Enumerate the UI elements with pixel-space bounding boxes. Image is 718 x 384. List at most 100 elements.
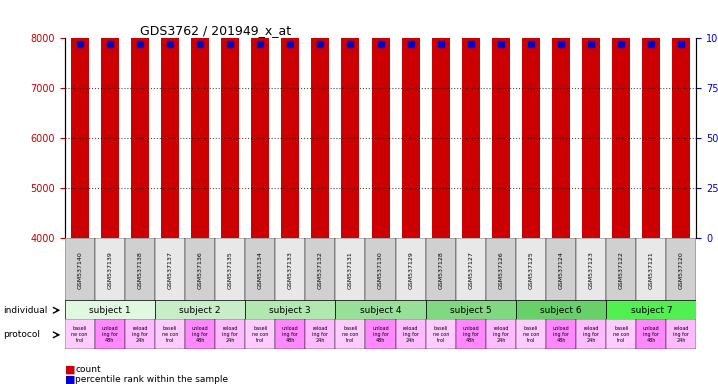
- Bar: [221, 122, 239, 238]
- Text: unload
ing for
48h: unload ing for 48h: [462, 326, 479, 343]
- Bar: [185, 319, 215, 349]
- Text: reload
ing for
24h: reload ing for 24h: [493, 326, 509, 343]
- Bar: [185, 238, 215, 301]
- Bar: [516, 238, 546, 301]
- Bar: [125, 238, 155, 301]
- Bar: [335, 238, 365, 301]
- Bar: [191, 0, 209, 238]
- Text: subject 6: subject 6: [540, 306, 582, 314]
- Bar: [486, 238, 516, 301]
- Text: GSM537135: GSM537135: [228, 251, 233, 289]
- Bar: [426, 319, 456, 349]
- Text: GSM537133: GSM537133: [288, 251, 293, 289]
- Text: GSM537124: GSM537124: [559, 251, 564, 289]
- Text: GSM537120: GSM537120: [679, 251, 684, 289]
- Bar: [335, 319, 365, 349]
- Bar: [606, 300, 696, 321]
- Text: reload
ing for
24h: reload ing for 24h: [222, 326, 238, 343]
- Text: unload
ing for
48h: unload ing for 48h: [643, 326, 660, 343]
- Bar: [305, 319, 335, 349]
- Text: unload
ing for
48h: unload ing for 48h: [372, 326, 389, 343]
- Text: GSM537128: GSM537128: [438, 251, 443, 289]
- Bar: [335, 300, 426, 321]
- Bar: [401, 172, 419, 238]
- Bar: [281, 0, 299, 238]
- Text: subject 4: subject 4: [360, 306, 401, 314]
- Bar: [70, 129, 89, 238]
- Text: GSM537125: GSM537125: [528, 251, 533, 289]
- Text: unload
ing for
48h: unload ing for 48h: [553, 326, 569, 343]
- Bar: [492, 127, 510, 238]
- Text: baseli
ne con
trol: baseli ne con trol: [162, 326, 178, 343]
- Text: subject 5: subject 5: [450, 306, 492, 314]
- Text: baseli
ne con
trol: baseli ne con trol: [342, 326, 358, 343]
- Bar: [131, 0, 149, 238]
- Text: baseli
ne con
trol: baseli ne con trol: [523, 326, 539, 343]
- Text: GSM537130: GSM537130: [378, 251, 383, 289]
- Text: GSM537140: GSM537140: [77, 251, 82, 289]
- Bar: [342, 152, 360, 238]
- Bar: [95, 238, 125, 301]
- Bar: [612, 94, 630, 238]
- Bar: [522, 143, 540, 238]
- Bar: [131, 112, 149, 238]
- Bar: [275, 238, 305, 301]
- Bar: [251, 128, 269, 238]
- Bar: [251, 0, 269, 238]
- Bar: [245, 319, 275, 349]
- Bar: [396, 319, 426, 349]
- Text: GSM537139: GSM537139: [107, 251, 112, 289]
- Bar: [191, 114, 209, 238]
- Text: GSM537122: GSM537122: [619, 251, 624, 289]
- Text: GSM537121: GSM537121: [649, 251, 654, 289]
- Bar: [462, 0, 480, 238]
- Bar: [546, 238, 576, 301]
- Text: GSM537129: GSM537129: [408, 251, 413, 289]
- Bar: [672, 0, 691, 238]
- Text: GSM537131: GSM537131: [348, 251, 353, 289]
- Bar: [643, 128, 661, 238]
- Text: subject 3: subject 3: [269, 306, 311, 314]
- Text: baseli
ne con
trol: baseli ne con trol: [613, 326, 630, 343]
- Bar: [161, 124, 179, 238]
- Bar: [582, 0, 600, 238]
- Bar: [516, 319, 546, 349]
- Bar: [65, 238, 95, 301]
- Bar: [576, 319, 606, 349]
- Bar: [371, 174, 390, 238]
- Bar: [462, 152, 480, 238]
- Bar: [606, 238, 636, 301]
- Bar: [305, 238, 335, 301]
- Bar: [312, 128, 330, 238]
- Bar: [522, 0, 540, 238]
- Text: individual: individual: [4, 306, 48, 315]
- Text: reload
ing for
24h: reload ing for 24h: [673, 326, 689, 343]
- Bar: [516, 300, 606, 321]
- Bar: [636, 319, 666, 349]
- Text: baseli
ne con
trol: baseli ne con trol: [72, 326, 88, 343]
- Text: reload
ing for
24h: reload ing for 24h: [403, 326, 419, 343]
- Text: percentile rank within the sample: percentile rank within the sample: [75, 375, 228, 384]
- Bar: [486, 319, 516, 349]
- Bar: [70, 0, 89, 238]
- Bar: [552, 150, 570, 238]
- Text: unload
ing for
48h: unload ing for 48h: [101, 326, 118, 343]
- Bar: [426, 238, 456, 301]
- Bar: [672, 105, 691, 238]
- Text: baseli
ne con
trol: baseli ne con trol: [252, 326, 269, 343]
- Bar: [606, 319, 636, 349]
- Text: GSM537137: GSM537137: [167, 251, 172, 289]
- Text: reload
ing for
24h: reload ing for 24h: [132, 326, 148, 343]
- Bar: [432, 0, 449, 238]
- Bar: [155, 300, 245, 321]
- Bar: [643, 0, 661, 238]
- Bar: [492, 0, 510, 238]
- Text: count: count: [75, 365, 101, 374]
- Bar: [456, 238, 486, 301]
- Bar: [365, 238, 396, 301]
- Bar: [312, 0, 330, 238]
- Bar: [101, 0, 118, 238]
- Bar: [582, 160, 600, 238]
- Bar: [342, 0, 360, 238]
- Text: GSM537126: GSM537126: [498, 251, 503, 289]
